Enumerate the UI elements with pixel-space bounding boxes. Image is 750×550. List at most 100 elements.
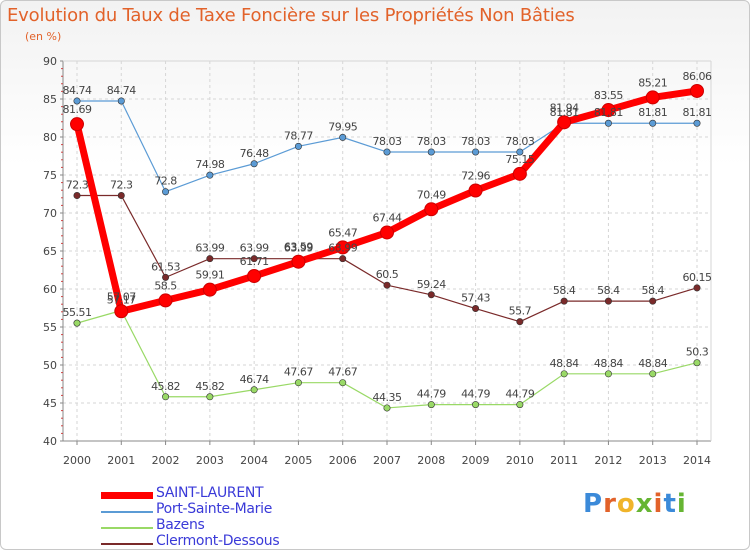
logo-letter: i [653,489,664,519]
data-point [427,291,435,299]
data-label: 86.06 [683,70,712,83]
x-tick-label: 2014 [683,454,711,467]
x-tick-label: 2005 [284,454,312,467]
data-label: 72.3 [66,179,89,192]
data-point [250,160,258,168]
data-label: 48.84 [550,357,579,370]
logo-letter: i [676,489,687,519]
data-label: 72.8 [154,175,177,188]
data-label: 65.47 [328,226,357,239]
data-label: 81.69 [63,103,92,116]
chart-title: Evolution du Taux de Taxe Foncière sur l… [7,5,575,26]
legend-swatch [101,492,153,499]
data-label: 84.74 [63,84,92,97]
data-label: 55.51 [63,306,92,319]
chart-axes: 40 45 50 55 60 65 70 75 80 85 90 2000 2001 2002 2003 20… [43,55,712,467]
data-label: 81.81 [683,106,712,119]
data-point [383,281,391,289]
data-label: 74.98 [195,158,224,171]
data-labels-layer: 84.74 84.74 72.8 74.98 76.48 78.77 79.95 78.03 7… [63,70,713,404]
data-label: 67.44 [373,211,402,224]
data-point [335,240,350,255]
data-label: 70.49 [417,188,446,201]
legend-swatch [101,511,153,513]
data-point [649,297,657,305]
data-label: 78.03 [417,135,446,148]
x-tick-label: 2010 [506,454,534,467]
data-point [424,202,439,217]
data-point [560,297,568,305]
y-tick-label: 80 [43,131,57,144]
data-point [294,379,302,387]
data-point [427,148,435,156]
x-tick-label: 2004 [240,454,268,467]
x-tick-label: 2001 [107,454,135,467]
data-point [693,359,701,367]
data-point [468,183,483,198]
y-tick-label: 55 [43,321,57,334]
data-point [693,119,701,127]
data-label: 59.91 [195,269,224,282]
data-point [690,83,704,98]
y-axis-unit-label: (en %) [25,30,62,43]
data-point [512,166,527,181]
legend-label: Clermont-Dessous [156,533,280,549]
data-label: 57.17 [107,294,136,307]
data-label: 78.03 [461,135,490,148]
legend-swatch [101,543,153,545]
data-point [73,319,81,327]
data-label: 81.81 [594,106,623,119]
data-point [601,103,616,118]
data-point [427,401,435,409]
data-point [206,393,214,401]
y-tick-label: 65 [43,245,57,258]
legend-label: Bazens [156,517,205,533]
y-tick-label: 85 [43,93,57,106]
data-label: 63.59 [284,241,313,254]
data-point [472,401,480,409]
data-point [472,148,480,156]
data-label: 61.71 [240,255,269,268]
data-point [339,133,347,141]
data-point [162,273,170,281]
data-point [560,370,568,378]
data-label: 83.55 [594,89,623,102]
logo-letter: o [616,489,636,519]
series-layer [70,83,704,412]
logo-letter: t [663,489,677,519]
x-tick-label: 2002 [152,454,180,467]
data-point [557,115,572,130]
data-label: 57.07 [107,290,136,303]
data-label: 81.81 [638,106,667,119]
logo-letter: r [603,489,617,519]
x-tick-label: 2000 [63,454,91,467]
x-tick-label: 2006 [329,454,357,467]
y-tick-label: 45 [43,397,57,410]
legend-swatch [101,527,153,529]
data-label: 60.5 [376,268,399,281]
data-point [339,255,347,263]
data-point [206,255,214,263]
legend-label: Port-Sainte-Marie [156,501,273,517]
logo-letter: P [583,489,604,519]
data-point [162,393,170,401]
data-point [649,119,657,127]
data-label: 60.15 [683,271,712,284]
data-point [291,254,306,269]
data-label: 63.99 [328,242,357,255]
data-point [516,401,524,409]
data-label: 47.67 [328,366,357,379]
data-label: 48.84 [638,357,667,370]
data-label: 58.5 [154,279,177,292]
data-point [693,284,701,292]
data-label: 85.21 [638,76,667,89]
data-label: 45.82 [151,380,180,393]
data-label: 44.79 [505,388,534,401]
x-tick-label: 2007 [373,454,401,467]
data-point [162,188,170,196]
x-tick-label: 2003 [196,454,224,467]
data-point [250,386,258,394]
y-tick-label: 50 [43,359,57,372]
data-label: 78.77 [284,129,313,142]
